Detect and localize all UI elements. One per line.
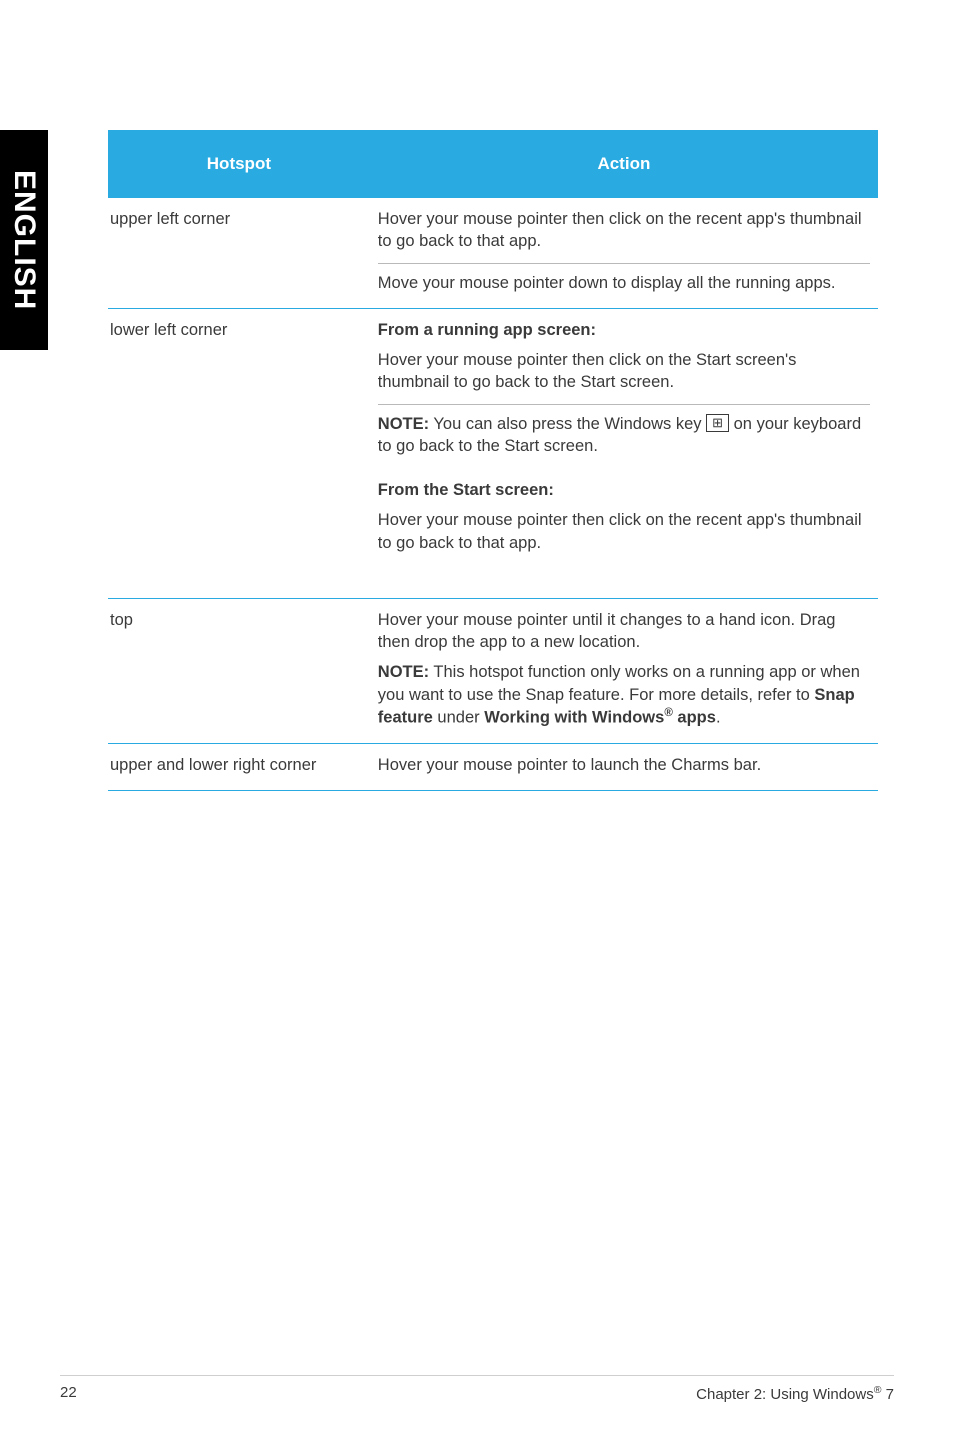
action-text: Hover your mouse pointer then click on t… — [378, 208, 870, 253]
action-text: Hover your mouse pointer to launch the C… — [378, 754, 870, 776]
header-action: Action — [370, 130, 878, 198]
action-cell: From a running app screen: Hover your mo… — [370, 308, 878, 598]
hotspot-cell: upper and lower right corner — [108, 743, 370, 790]
action-cell: Hover your mouse pointer to launch the C… — [370, 743, 878, 790]
action-cell: Hover your mouse pointer until it change… — [370, 598, 878, 743]
action-text: Hover your mouse pointer until it change… — [378, 609, 870, 654]
hotspot-cell: lower left corner — [108, 308, 370, 598]
note-label: NOTE: — [378, 663, 429, 681]
windows-key-icon: ⊞ — [706, 414, 729, 432]
note-text: under — [433, 708, 484, 726]
action-text: Move your mouse pointer down to display … — [378, 272, 870, 294]
note-text: This hotspot function only works on a ru… — [378, 663, 860, 703]
table-row: lower left corner From a running app scr… — [108, 308, 878, 598]
main-content: Hotspot Action upper left corner Hover y… — [108, 130, 878, 791]
action-text: Hover your mouse pointer then click on t… — [378, 349, 870, 394]
hotspot-cell: upper left corner — [108, 198, 370, 308]
note-label: NOTE: — [378, 415, 429, 433]
sup-text: ® — [664, 707, 673, 719]
table-row: top Hover your mouse pointer until it ch… — [108, 598, 878, 743]
header-hotspot: Hotspot — [108, 130, 370, 198]
table-row: upper left corner Hover your mouse point… — [108, 198, 878, 308]
spacer — [378, 465, 870, 479]
bold-text: Working with Windows — [484, 708, 664, 726]
page-number: 22 — [60, 1384, 77, 1403]
action-text: Hover your mouse pointer then click on t… — [378, 509, 870, 554]
table-row: upper and lower right corner Hover your … — [108, 743, 878, 790]
hotspot-action-table: Hotspot Action upper left corner Hover y… — [108, 130, 878, 791]
action-note: NOTE: This hotspot function only works o… — [378, 661, 870, 728]
language-side-tab: ENGLISH — [0, 130, 48, 350]
bold-text: apps — [673, 708, 716, 726]
chapter-text: 7 — [881, 1386, 894, 1403]
action-heading: From a running app screen: — [378, 319, 870, 341]
note-text: . — [716, 708, 721, 726]
divider — [378, 263, 870, 264]
action-heading: From the Start screen: — [378, 479, 870, 501]
divider — [378, 404, 870, 405]
action-note: NOTE: You can also press the Windows key… — [378, 413, 870, 458]
action-cell: Hover your mouse pointer then click on t… — [370, 198, 878, 308]
hotspot-cell: top — [108, 598, 370, 743]
chapter-text: Chapter 2: Using Windows — [696, 1386, 874, 1403]
note-text: You can also press the Windows key — [429, 415, 706, 433]
chapter-title: Chapter 2: Using Windows® 7 — [696, 1384, 894, 1403]
page-footer: 22 Chapter 2: Using Windows® 7 — [60, 1375, 894, 1403]
